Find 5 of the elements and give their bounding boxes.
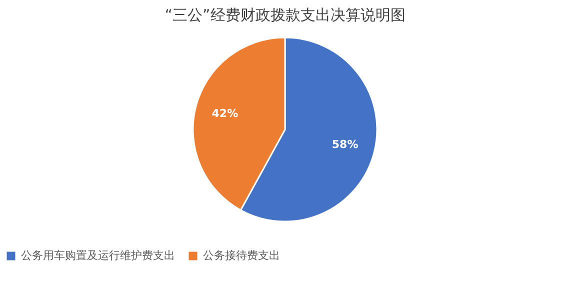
legend-label: 公务用车购置及运行维护费支出: [21, 249, 175, 262]
legend-label: 公务接待费支出: [203, 249, 280, 262]
data-label: 58%: [332, 138, 358, 151]
data-label: 42%: [212, 107, 238, 120]
chart-title: “三公”经费财政拨款支出决算说明图: [164, 6, 406, 24]
